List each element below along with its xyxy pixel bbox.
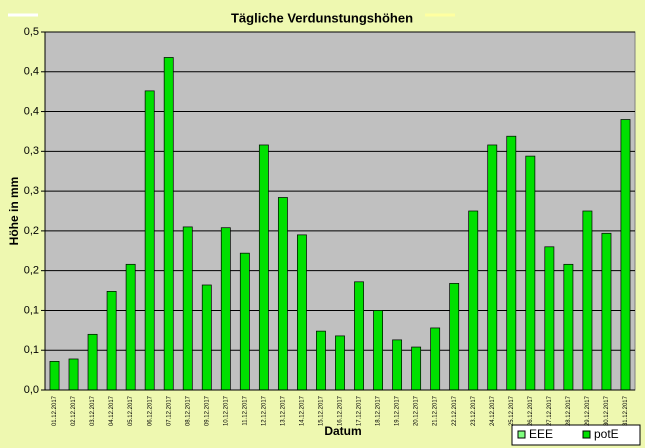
x-tick-label: 13.12.2017 [280,395,286,426]
bar [239,252,250,391]
bar [277,197,288,391]
bar [354,281,364,391]
bar [449,283,460,391]
bar [525,155,536,391]
bar [49,361,60,391]
y-tick-label: 0,0 [24,384,39,396]
bar [411,346,422,391]
x-tick-label: 30.12.2017 [604,395,610,426]
x-tick-label: 22.12.2017 [452,395,458,426]
bar [125,263,136,391]
bar [544,246,555,391]
y-tick-label: 0,5 [24,26,39,38]
legend-swatch [517,430,526,439]
y-tick-label: 0,4 [24,105,39,117]
y-axis-label: Höhe in mm [7,177,21,246]
y-tick-label: 0,1 [24,304,39,316]
x-tick-label: 04.12.2017 [109,395,115,426]
x-tick-label: 06.12.2017 [147,395,153,426]
x-tick-label: 02.12.2017 [71,395,77,426]
x-tick-label: 19.12.2017 [395,395,401,426]
bar [220,227,231,391]
bar [468,210,479,391]
x-tick-label: 23.12.2017 [471,395,477,426]
y-tick-label: 0,1 [24,344,39,356]
x-tick-label: 25.12.2017 [509,395,515,426]
bar [582,210,593,391]
x-tick-label: 14.12.2017 [300,395,306,426]
x-axis-label: Datum [324,424,361,438]
bar [297,234,307,391]
y-tick-label: 0,2 [24,265,39,277]
bar [392,339,403,391]
x-tick-label: 17.12.2017 [357,395,363,426]
x-tick-label: 07.12.2017 [166,395,172,426]
x-tick-label: 26.12.2017 [528,395,534,426]
x-tick-label: 28.12.2017 [566,395,572,426]
x-tick-label: 18.12.2017 [376,395,382,426]
bar [182,226,193,391]
y-tick-label: 0,4 [24,66,39,78]
x-tick-label: 20.12.2017 [414,395,420,426]
x-tick-label: 01.12.2017 [52,395,58,426]
plot-area [44,31,636,391]
x-tick-label: 09.12.2017 [204,395,210,426]
bar [487,144,498,391]
legend [511,424,641,446]
bar [506,135,517,391]
bar [620,119,631,391]
x-tick-label: 15.12.2017 [319,395,325,426]
x-tick-label: 03.12.2017 [90,395,96,426]
y-tick-label: 0,3 [24,185,39,197]
bar [144,90,155,391]
bar [106,291,117,391]
x-tick-label: 10.12.2017 [223,395,229,426]
bar [68,358,79,391]
x-tick-label: 16.12.2017 [338,395,344,426]
y-tick-label: 0,2 [24,225,39,237]
bar [258,144,269,391]
legend-swatch [582,430,591,439]
x-tick-label: 21.12.2017 [433,395,439,426]
bar [201,284,212,391]
x-tick-label: 31.12.2017 [623,395,629,426]
x-tick-label: 29.12.2017 [585,395,591,426]
x-tick-label: 11.12.2017 [242,395,248,425]
bar [563,263,574,391]
x-tick-label: 27.12.2017 [547,395,553,426]
bar [316,330,326,391]
bar [163,57,174,391]
bar [430,327,441,391]
legend-label: potE [594,427,619,441]
bar [87,333,98,391]
legend-label: EEE [529,427,553,441]
bar [335,335,345,391]
bar [373,310,383,391]
x-tick-label: 05.12.2017 [128,395,134,426]
x-tick-label: 12.12.2017 [261,395,267,426]
bar [601,232,612,391]
x-tick-label: 08.12.2017 [185,395,191,426]
x-tick-label: 24.12.2017 [490,395,496,426]
chart-title: Tägliche Verdunstungshöhen [231,10,413,25]
y-tick-label: 0,3 [24,145,39,157]
